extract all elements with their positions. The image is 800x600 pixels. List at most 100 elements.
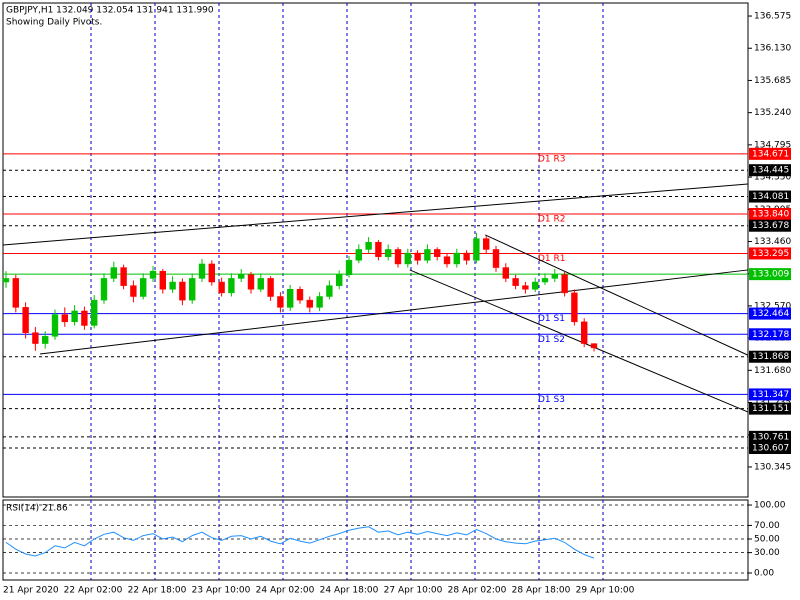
candle-body: [522, 285, 529, 290]
candle-body: [238, 274, 245, 279]
y-tick-label: 134.350: [754, 173, 791, 183]
x-tick-label: 28 Apr 02:00: [448, 586, 507, 596]
candle-body: [502, 267, 509, 279]
candle-body: [463, 252, 470, 261]
level-label: 131.347: [752, 390, 789, 400]
y-tick-label: 30.00: [754, 548, 780, 558]
candle-body: [492, 249, 500, 268]
candle-body: [257, 278, 264, 290]
candle-body: [306, 299, 313, 308]
y-tick-label: 50.00: [754, 535, 780, 545]
x-tick-label: 28 Apr 18:00: [512, 586, 571, 596]
level-label: 130.607: [752, 443, 789, 453]
candle-body: [414, 252, 421, 261]
candle-body: [22, 307, 29, 333]
candle-body: [385, 249, 392, 257]
candle-body: [61, 314, 68, 323]
candle-body: [189, 278, 196, 301]
candle-body: [267, 278, 274, 297]
trend-line: [2, 183, 748, 246]
candle-body: [561, 274, 568, 294]
level-box: [749, 247, 791, 260]
candle-body: [208, 263, 215, 283]
rsi-title: RSI(14) 21.86: [6, 504, 68, 514]
level-label: 133.009: [752, 270, 789, 280]
x-tick-label: 21 Apr 2020: [3, 586, 59, 596]
candle-body: [228, 278, 235, 294]
level-label: 133.678: [752, 221, 789, 231]
candle-body: [375, 241, 382, 257]
candle-body: [110, 267, 117, 279]
candle-body: [130, 285, 137, 297]
y-tick-label: 130.345: [754, 462, 791, 472]
candle-body: [2, 278, 10, 283]
level-box: [749, 350, 791, 363]
candle-body: [71, 310, 78, 323]
level-box: [749, 207, 791, 220]
candle-body: [316, 296, 323, 308]
candle-body: [571, 292, 578, 323]
candle-body: [169, 281, 176, 290]
candle-body: [365, 241, 372, 250]
candle-body: [32, 332, 39, 344]
level-box: [749, 388, 791, 401]
trend-line: [39, 269, 748, 355]
trend-line: [485, 234, 749, 356]
candle-body: [296, 289, 304, 301]
level-label: 132.178: [752, 330, 789, 340]
level-box: [749, 430, 791, 443]
candle-body: [483, 238, 490, 250]
level-name: D1 S2: [538, 335, 565, 345]
x-tick-label: 27 Apr 10:00: [384, 586, 443, 596]
x-tick-label: 24 Apr 18:00: [320, 586, 379, 596]
candle-body: [590, 343, 598, 349]
level-label: 133.295: [752, 249, 789, 259]
level-label: 133.840: [752, 209, 789, 219]
y-tick-label: 135.240: [754, 108, 791, 118]
candle-body: [42, 336, 49, 344]
candle-body: [140, 278, 147, 297]
candle-body: [512, 278, 519, 286]
y-tick-label: 134.795: [754, 140, 791, 150]
x-tick-label: 22 Apr 18:00: [128, 586, 187, 596]
y-tick-label: 132.570: [754, 301, 791, 311]
level-label: 134.671: [752, 149, 789, 159]
candle-body: [179, 281, 186, 301]
candle-body: [443, 256, 451, 265]
level-name: D1 R3: [538, 154, 566, 164]
level-label: 130.761: [752, 432, 789, 442]
candle-body: [453, 252, 460, 265]
level-box: [749, 147, 791, 160]
candle-body: [326, 285, 333, 297]
level-name: D1 R2: [538, 214, 566, 224]
x-tick-label: 22 Apr 02:00: [64, 586, 123, 596]
candle-body: [100, 278, 108, 301]
candle-body: [336, 274, 343, 286]
chart-title: GBPJPY,H1 132.049 132.054 131.941 131.99…: [6, 6, 214, 16]
candle-body: [218, 281, 225, 294]
y-tick-label: 131.680: [754, 366, 791, 376]
level-box: [749, 441, 791, 454]
candle-body: [434, 249, 441, 257]
chart-subtitle: Showing Daily Pivots.: [6, 18, 102, 28]
level-box: [749, 307, 791, 320]
level-label: 131.151: [752, 404, 789, 414]
y-tick-label: 136.575: [754, 12, 791, 22]
y-tick-label: 70.00: [754, 521, 780, 531]
candle-body: [424, 249, 431, 261]
x-tick-label: 23 Apr 10:00: [192, 586, 251, 596]
level-box: [749, 219, 791, 232]
candle-body: [541, 278, 549, 283]
rsi-frame: [2, 499, 749, 581]
level-label: 131.868: [752, 352, 789, 362]
candle-body: [404, 252, 411, 265]
level-box: [749, 268, 791, 281]
candle-body: [81, 310, 88, 326]
trend-line: [409, 269, 749, 413]
candle-body: [198, 263, 206, 279]
x-tick-label: 29 Apr 10:00: [576, 586, 635, 596]
candle-body: [120, 267, 127, 286]
candle-body: [287, 289, 294, 308]
